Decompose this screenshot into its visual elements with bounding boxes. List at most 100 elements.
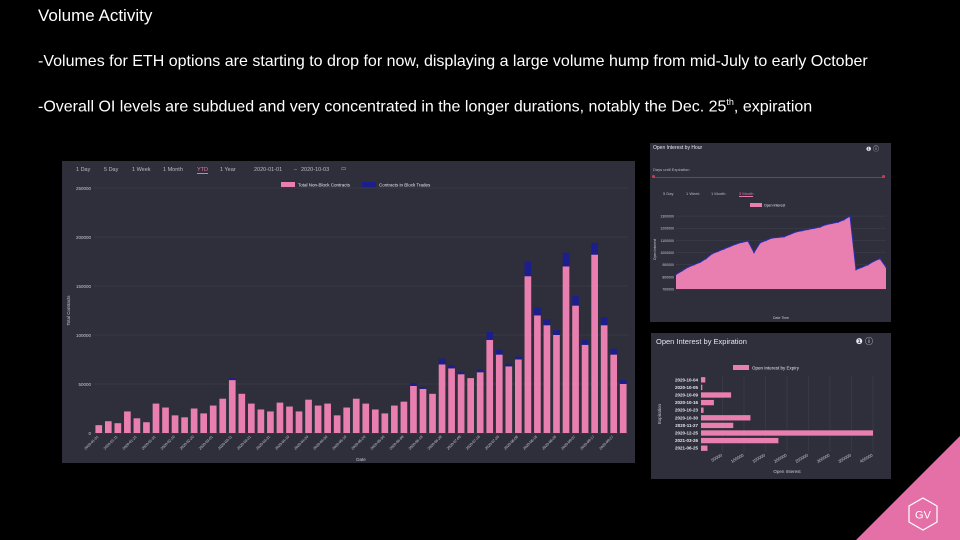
oih-point-16	[771, 237, 773, 239]
oi-exp-chart: 50000 100000 150000 200000 250000 300000 35000…	[657, 365, 874, 474]
oi-range-3month[interactable]: 3 Month	[739, 191, 754, 197]
oie-x-axis-label: Open Interest	[773, 469, 801, 474]
bar-nonblock-5	[143, 422, 150, 433]
x-tick-label-26: 2020-05-10	[332, 435, 348, 451]
bar-nonblock-8	[171, 415, 179, 433]
range-1month[interactable]: 1 Month	[163, 167, 183, 173]
oi-exp-title: Open Interest by Expiration	[656, 337, 747, 346]
oi-range-1month[interactable]: 1 Month	[711, 191, 726, 196]
oi-exp-help-icon[interactable]: ❶ ⓘ	[855, 337, 873, 346]
oih-y-tick-3: 1000000	[660, 251, 674, 255]
x-tick-label-50: 2020-09-07	[560, 435, 576, 451]
oie-bar-0	[701, 377, 706, 383]
bar-nonblock-49	[562, 266, 570, 433]
oie-x-tick-0: 50000	[710, 452, 723, 462]
bar-nonblock-20	[286, 406, 293, 433]
bar-block-42	[495, 349, 503, 355]
oih-y-tick-2: 900000	[662, 263, 674, 267]
oih-point-11	[741, 241, 743, 244]
bar-block-52	[591, 242, 598, 255]
oi-hour-title: Open Interest by Hour	[653, 145, 703, 151]
oih-y-axis-label: Open Interest	[653, 239, 657, 260]
bar-block-36	[438, 358, 446, 365]
x-tick-label-18: 2020-03-31	[255, 435, 271, 451]
days-slider-handle-right[interactable]	[882, 175, 885, 178]
x-tick-label-40: 2020-07-19	[465, 435, 481, 451]
oie-x-tick-3: 200000	[773, 452, 788, 464]
oih-point-32	[867, 263, 869, 266]
oih-point-9	[729, 245, 731, 248]
bar-nonblock-25	[333, 415, 341, 433]
range-1week[interactable]: 1 Week	[132, 167, 151, 173]
bullet-oi-end: , expiration	[733, 98, 813, 116]
bar-nonblock-52	[591, 254, 598, 433]
oih-point-4	[699, 261, 701, 264]
bar-nonblock-13	[219, 398, 227, 433]
bullet-volumes: -Volumes for ETH options are starting to…	[38, 53, 868, 70]
oie-x-tick-1: 100000	[730, 452, 745, 464]
bar-nonblock-12	[209, 405, 217, 433]
range-1year[interactable]: 1 Year	[220, 167, 236, 173]
oih-point-7	[717, 250, 719, 253]
oih-point-33	[873, 260, 875, 262]
date-to-input[interactable]: 2020-10-03	[301, 167, 330, 173]
y-tick-label-0: 0	[88, 431, 91, 436]
oih-point-20	[795, 231, 797, 233]
bar-block-47	[543, 319, 551, 326]
oi-range-1week[interactable]: 1 Week	[686, 191, 700, 196]
range-ytd[interactable]: YTD	[197, 167, 208, 174]
bar-block-54	[610, 348, 618, 355]
oi-hour-help-icon[interactable]: ❶ ⓘ	[865, 147, 879, 153]
bar-block-44	[515, 356, 522, 360]
bullet-oi-text: -Overall OI levels are subdued and very …	[38, 98, 727, 116]
y-tick-label-4: 200000	[76, 235, 92, 240]
oih-point-27	[837, 221, 839, 223]
x-tick-label-54: 2020-09-27	[599, 435, 615, 451]
bar-nonblock-41	[486, 339, 494, 433]
x-tick-label-48: 2020-08-28	[541, 435, 557, 451]
bar-nonblock-39	[467, 378, 474, 433]
bar-nonblock-17	[257, 409, 265, 433]
x-tick-label-36: 2020-06-29	[427, 435, 443, 451]
oih-point-34	[879, 257, 881, 260]
bar-block-53	[600, 317, 608, 326]
date-from-input[interactable]: 2020-01-01	[254, 167, 283, 173]
days-slider-handle-left[interactable]	[652, 175, 655, 178]
oi-hour-panel: Open Interest by Hour ❶ ⓘ Days until Exp…	[650, 143, 891, 322]
volume-chart-panel: 1 Day 5 Day 1 Week 1 Month YTD 1 Year 20…	[62, 161, 635, 463]
bar-nonblock-21	[295, 411, 303, 433]
oie-y-tick-4: 2020-10-23	[675, 408, 699, 413]
bar-block-55	[619, 380, 627, 384]
bar-nonblock-22	[305, 399, 312, 433]
calendar-icon[interactable]: ▭	[341, 166, 347, 172]
oie-y-tick-5: 2020-10-30	[675, 415, 699, 420]
range-1day[interactable]: 1 Day	[76, 167, 91, 173]
bar-nonblock-10	[190, 408, 198, 433]
days-slider-track[interactable]	[653, 177, 885, 178]
oi-range-5day[interactable]: 5 Day	[663, 191, 674, 196]
x-tick-label-38: 2020-07-09	[446, 435, 462, 451]
bar-nonblock-55	[619, 384, 627, 433]
corner-accent	[856, 436, 960, 540]
bar-block-34	[419, 386, 427, 389]
oie-y-tick-9: 2021-06-25	[675, 446, 699, 451]
bar-nonblock-19	[276, 402, 284, 433]
oie-x-tick-6: 350000	[837, 452, 852, 464]
oih-y-tick-5: 1200000	[660, 227, 674, 231]
bar-nonblock-3	[124, 411, 131, 433]
oie-y-tick-6: 2020-11-27	[675, 423, 698, 428]
oih-point-10	[735, 243, 737, 245]
oih-point-18	[783, 235, 785, 238]
oih-y-tick-4: 1100000	[661, 239, 674, 243]
range-5day[interactable]: 5 Day	[104, 167, 119, 173]
oih-point-30	[855, 268, 857, 271]
oie-bar-7	[701, 430, 873, 436]
oie-bar-8	[701, 437, 779, 444]
legend-swatch-block	[362, 182, 376, 187]
oie-bar-3	[701, 399, 714, 406]
x-tick-label-0: 2020-01-01	[84, 435, 100, 451]
bar-nonblock-32	[400, 401, 408, 433]
bar-block-33	[410, 383, 417, 386]
bar-nonblock-36	[438, 364, 446, 433]
bar-nonblock-34	[419, 388, 427, 433]
